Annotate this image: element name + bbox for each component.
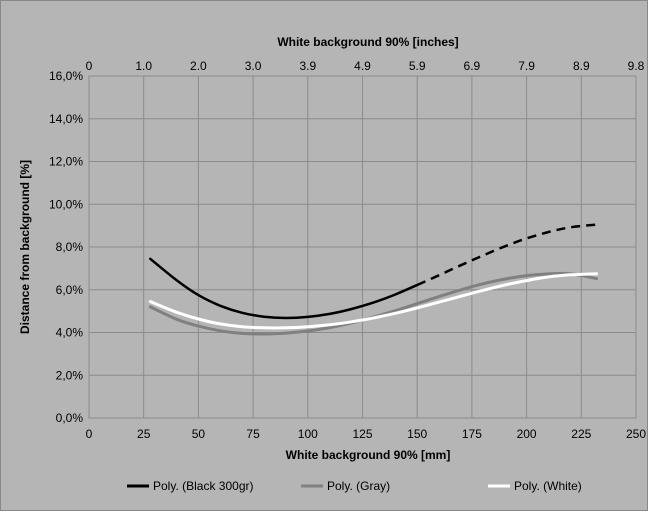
x-axis-title: White background 90% [mm] <box>286 448 451 462</box>
x2-tick-label: 4.9 <box>354 59 371 73</box>
y-tick-label: 16,0% <box>49 69 83 83</box>
y-tick-label: 6,0% <box>56 283 84 297</box>
x-tick-label: 225 <box>571 427 591 441</box>
legend-label-black: Poly. (Black 300gr) <box>153 479 253 493</box>
x-tick-label: 75 <box>246 427 260 441</box>
x-tick-label: 150 <box>407 427 427 441</box>
x-tick-label: 100 <box>298 427 318 441</box>
y-tick-label: 8,0% <box>56 240 84 254</box>
y-tick-label: 10,0% <box>49 197 83 211</box>
series-line-white <box>148 272 599 330</box>
x2-tick-label: 7.9 <box>518 59 535 73</box>
legend: Poly. (Black 300gr) Poly. (Gray) Poly. (… <box>127 479 582 493</box>
x-tick-label: 25 <box>137 427 151 441</box>
x2-tick-label: 1.0 <box>135 59 152 73</box>
y-tick-label: 14,0% <box>49 112 83 126</box>
x-tick-label: 200 <box>517 427 537 441</box>
x2-tick-label: 9.8 <box>628 59 645 73</box>
plot-border <box>88 75 637 419</box>
y-tick-label: 2,0% <box>56 368 84 382</box>
x2-tick-label: 2.0 <box>190 59 207 73</box>
series-group <box>148 223 599 336</box>
y-tick-label: 4,0% <box>56 326 84 340</box>
legend-label-gray: Poly. (Gray) <box>327 479 390 493</box>
x2-tick-label: 0 <box>86 59 93 73</box>
x2-tick-label: 3.9 <box>299 59 316 73</box>
y-axis-title: Distance from background [%] <box>18 160 32 334</box>
x-tick-label: 175 <box>462 427 482 441</box>
tick-labels: 0 0 25 1.0 50 2.0 75 3.0 100 3.9 125 4.9 150 5.9 175 6.… <box>49 59 646 441</box>
y-tick-label: 12,0% <box>49 155 83 169</box>
x-tick-label: 250 <box>626 427 646 441</box>
x2-tick-label: 3.0 <box>245 59 262 73</box>
x2-tick-label: 8.9 <box>573 59 590 73</box>
x-tick-label: 125 <box>352 427 372 441</box>
y-tick-label: 0,0% <box>56 411 84 425</box>
x-tick-label: 0 <box>86 427 93 441</box>
legend-label-white: Poly. (White) <box>514 479 582 493</box>
x2-axis-title: White background 90% [inches] <box>277 35 458 49</box>
x-tick-label: 50 <box>192 427 206 441</box>
x2-tick-label: 6.9 <box>464 59 481 73</box>
x2-tick-label: 5.9 <box>409 59 426 73</box>
series-line-black-dashed <box>416 223 597 287</box>
series-line-black <box>149 257 419 320</box>
